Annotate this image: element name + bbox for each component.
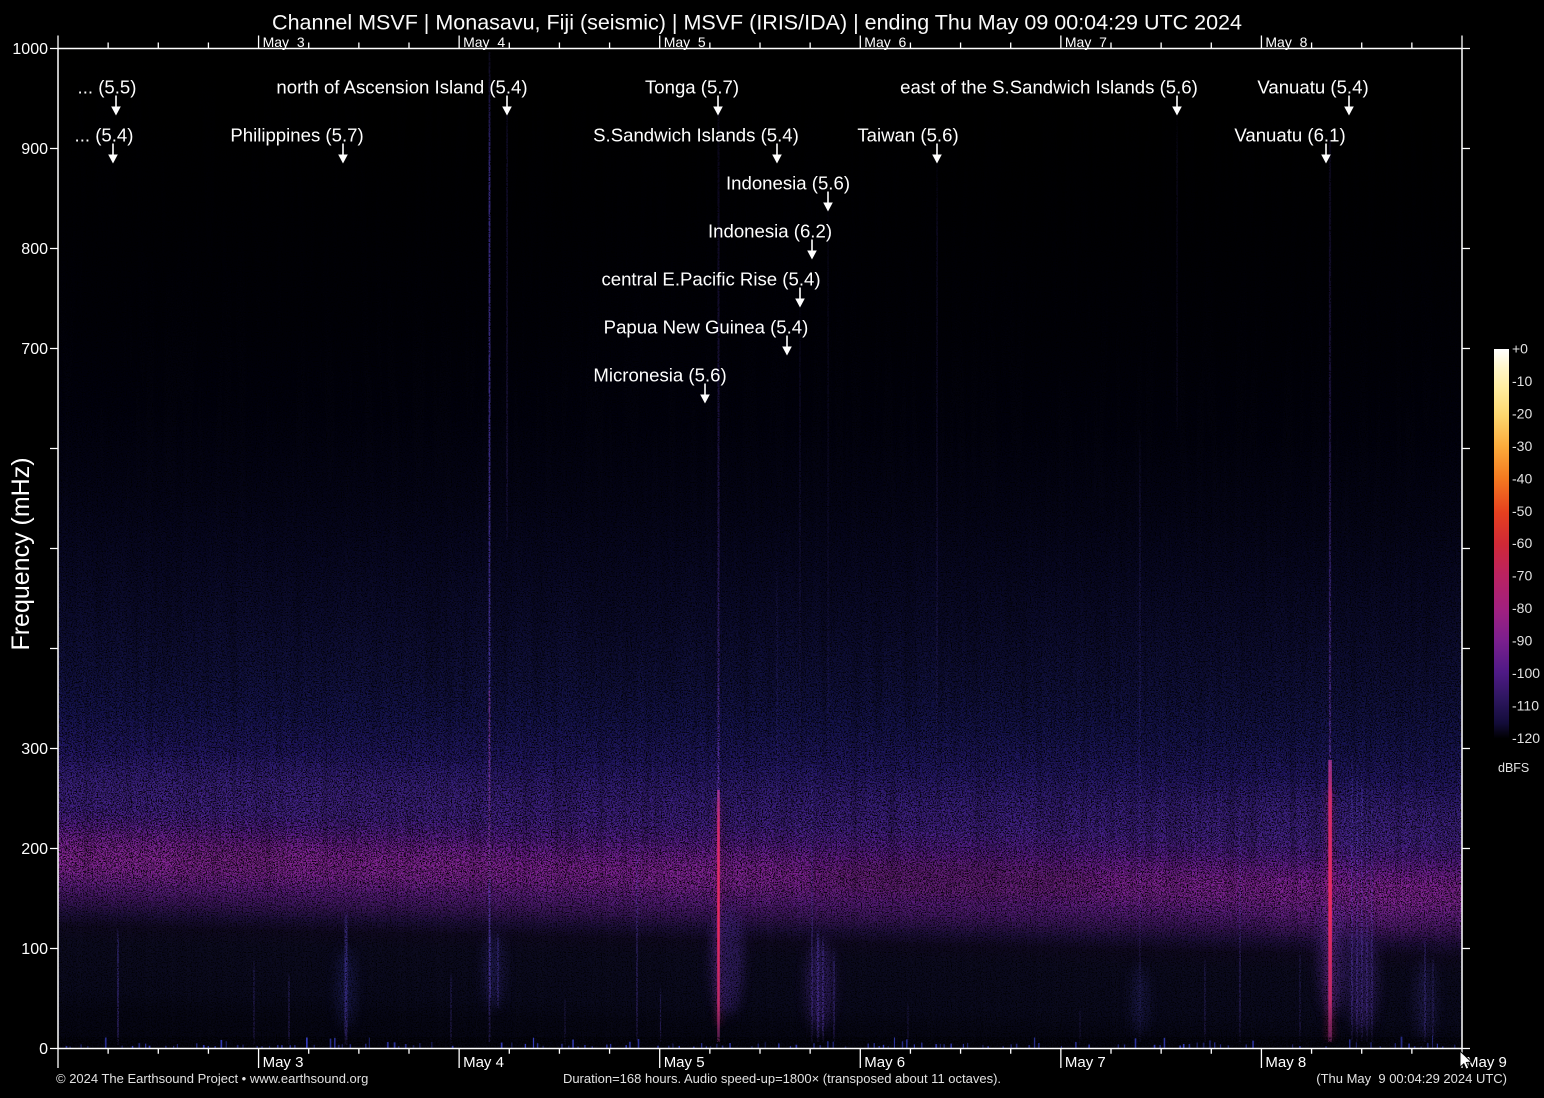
svg-text:-100: -100	[1512, 665, 1540, 681]
svg-text:May 9: May 9	[1466, 1054, 1507, 1071]
svg-text:100: 100	[21, 941, 48, 958]
svg-text:May 3: May 3	[263, 1054, 304, 1071]
svg-text:... (5.4): ... (5.4)	[75, 125, 134, 146]
svg-text:May 7: May 7	[1065, 34, 1107, 50]
svg-text:700: 700	[21, 341, 48, 358]
svg-text:(Thu May 9 00:04:29 2024 UTC): (Thu May 9 00:04:29 2024 UTC)	[1316, 1071, 1507, 1086]
svg-text:Channel MSVF | Monasavu, Fiji: Channel MSVF | Monasavu, Fiji (seismic) …	[272, 11, 1242, 35]
svg-text:S.Sandwich Islands (5.4): S.Sandwich Islands (5.4)	[593, 125, 799, 146]
svg-text:1000: 1000	[12, 41, 48, 58]
svg-text:May 5: May 5	[664, 1054, 705, 1071]
svg-text:Micronesia (5.6): Micronesia (5.6)	[593, 365, 726, 386]
svg-text:-60: -60	[1512, 535, 1532, 551]
svg-text:May 6: May 6	[864, 1054, 905, 1071]
svg-text:May 8: May 8	[1265, 1054, 1306, 1071]
svg-text:May 3: May 3	[263, 34, 305, 50]
svg-text:May 7: May 7	[1065, 1054, 1106, 1071]
svg-text:Vanuatu (5.4): Vanuatu (5.4)	[1257, 77, 1368, 98]
svg-text:Duration=168 hours. Audio spee: Duration=168 hours. Audio speed-up=1800×…	[563, 1071, 1001, 1086]
svg-text:300: 300	[21, 741, 48, 758]
svg-text:May 5: May 5	[664, 34, 706, 50]
svg-text:dBFS: dBFS	[1498, 761, 1529, 775]
svg-text:May 8: May 8	[1265, 34, 1307, 50]
svg-text:Vanuatu (6.1): Vanuatu (6.1)	[1234, 125, 1345, 146]
svg-text:north of Ascension Island (5.4: north of Ascension Island (5.4)	[276, 77, 527, 98]
svg-text:east of the S.Sandwich Islands: east of the S.Sandwich Islands (5.6)	[900, 77, 1198, 98]
svg-text:-20: -20	[1512, 405, 1532, 421]
svg-text:900: 900	[21, 141, 48, 158]
svg-text:200: 200	[21, 841, 48, 858]
svg-text:-120: -120	[1512, 730, 1540, 746]
svg-text:-10: -10	[1512, 373, 1532, 389]
svg-text:800: 800	[21, 241, 48, 258]
svg-text:0: 0	[39, 1041, 48, 1058]
svg-text:central E.Pacific Rise (5.4): central E.Pacific Rise (5.4)	[601, 269, 820, 290]
svg-text:Papua New Guinea (5.4): Papua New Guinea (5.4)	[604, 317, 809, 338]
svg-text:May 4: May 4	[463, 34, 505, 50]
svg-text:Indonesia (5.6): Indonesia (5.6)	[726, 173, 850, 194]
svg-text:Indonesia (6.2): Indonesia (6.2)	[708, 221, 832, 242]
svg-text:... (5.5): ... (5.5)	[78, 77, 137, 98]
svg-text:Tonga (5.7): Tonga (5.7)	[645, 77, 739, 98]
svg-text:Taiwan (5.6): Taiwan (5.6)	[857, 125, 958, 146]
svg-text:-80: -80	[1512, 600, 1532, 616]
svg-text:-50: -50	[1512, 503, 1532, 519]
svg-text:-90: -90	[1512, 633, 1532, 649]
svg-text:-110: -110	[1512, 698, 1539, 714]
svg-text:May 4: May 4	[463, 1054, 504, 1071]
svg-text:+0: +0	[1512, 341, 1528, 357]
svg-text:Frequency (mHz): Frequency (mHz)	[7, 457, 35, 650]
svg-text:-30: -30	[1512, 438, 1532, 454]
svg-text:© 2024 The Earthsound Project: © 2024 The Earthsound Project • www.eart…	[56, 1071, 368, 1086]
svg-text:-70: -70	[1512, 568, 1532, 584]
svg-text:May 6: May 6	[864, 34, 906, 50]
svg-text:Philippines (5.7): Philippines (5.7)	[230, 125, 363, 146]
svg-text:-40: -40	[1512, 470, 1532, 486]
